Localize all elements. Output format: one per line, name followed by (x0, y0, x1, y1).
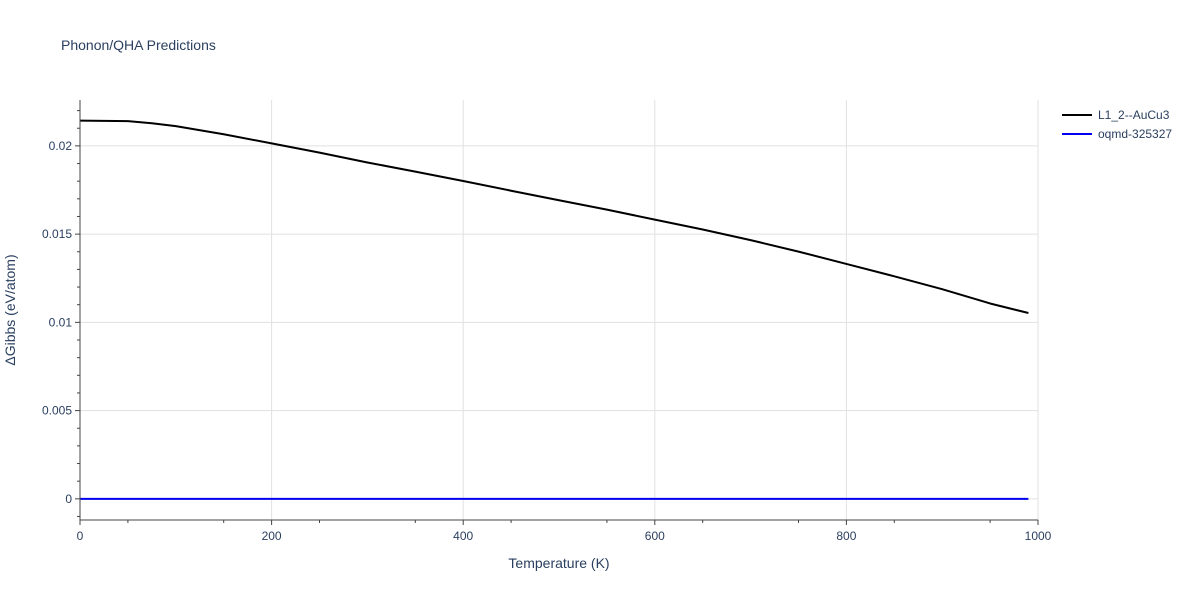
series-line-1 (79, 119, 1029, 314)
plot-series (79, 119, 1029, 500)
x-tick-label: 800 (836, 529, 856, 543)
x-tick-label: 0 (77, 529, 84, 543)
x-tick-label: 400 (453, 529, 473, 543)
legend-label: L1_2--AuCu3 (1098, 108, 1170, 122)
chart-title: Phonon/QHA Predictions (61, 37, 216, 53)
y-axis-title: ΔGibbs (eV/atom) (2, 254, 18, 365)
legend-label: oqmd-325327 (1098, 127, 1172, 141)
y-tick-label: 0.005 (42, 404, 72, 418)
y-tick-label: 0.015 (42, 227, 72, 241)
x-axis-title: Temperature (K) (508, 555, 609, 571)
legend[interactable]: L1_2--AuCu3 oqmd-325327 (1062, 108, 1172, 141)
legend-item-1[interactable]: L1_2--AuCu3 (1062, 108, 1170, 122)
x-tick-label: 600 (645, 529, 665, 543)
legend-item-2[interactable]: oqmd-325327 (1062, 127, 1172, 141)
x-tick-label: 1000 (1025, 529, 1052, 543)
y-tick-label: 0.01 (49, 315, 73, 329)
axes: 0 200 400 600 800 1000 0 0.005 0.01 0.015 0.02 (42, 100, 1052, 543)
y-tick-label: 0.02 (49, 139, 73, 153)
x-tick-label: 200 (262, 529, 282, 543)
y-tick-label: 0 (65, 492, 72, 506)
